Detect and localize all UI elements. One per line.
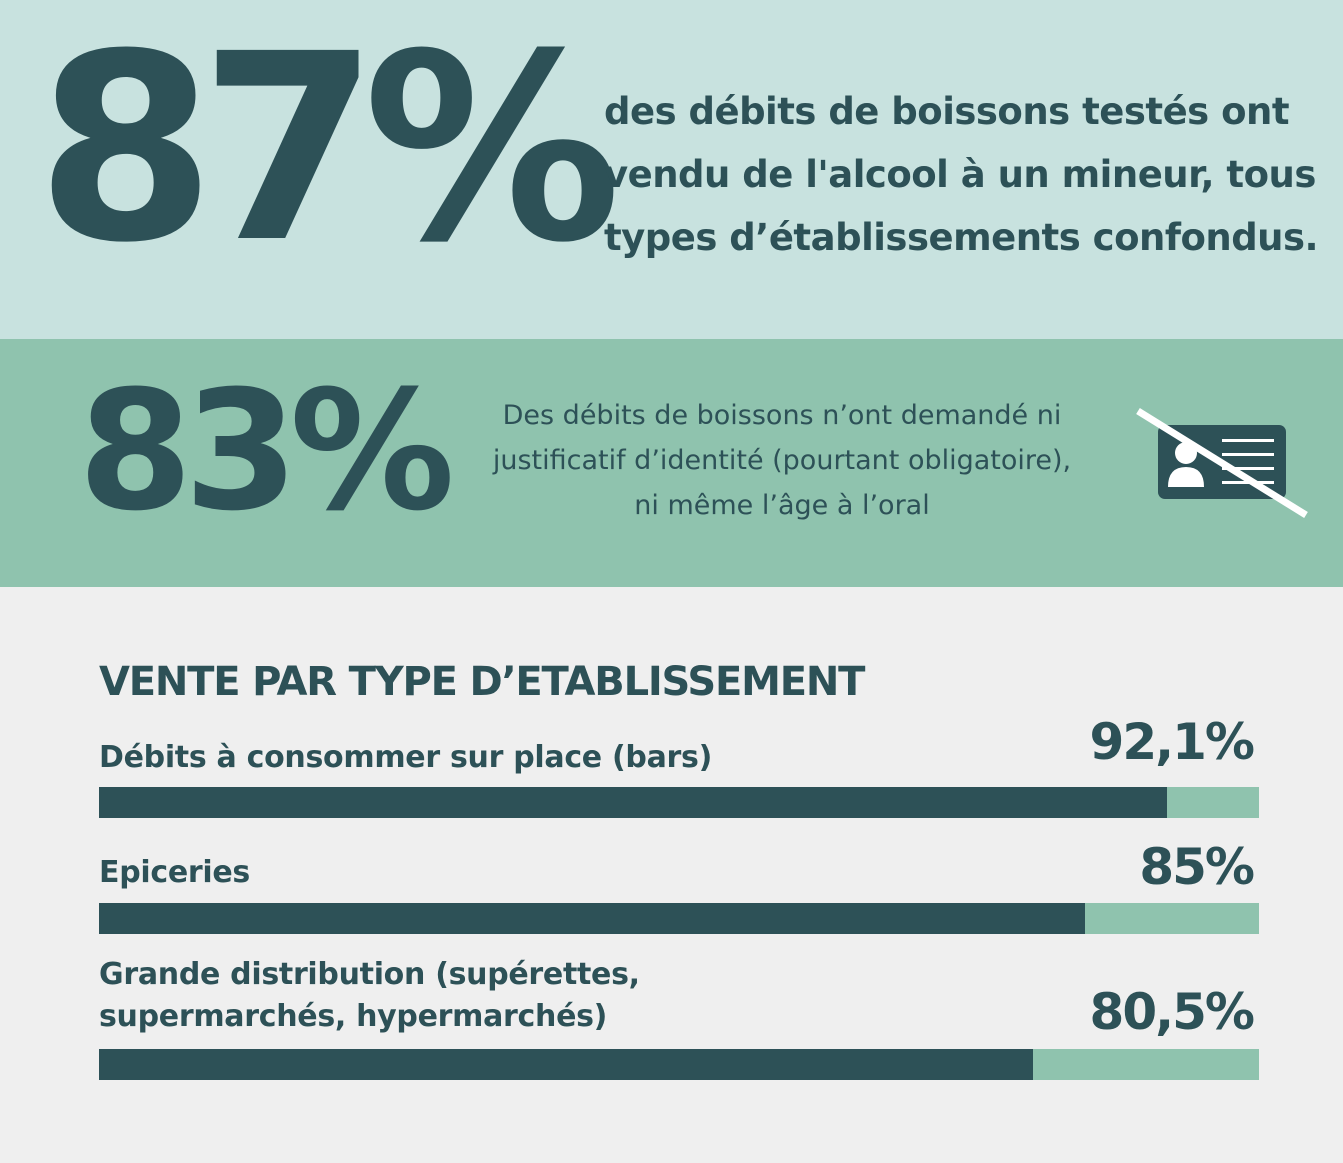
headline-text: des débits de boissons testés ont vendu …: [604, 90, 1319, 259]
chart-title: VENTE PAR TYPE D’ETABLISSEMENT: [99, 659, 865, 705]
bar-category-label: Epiceries: [99, 855, 250, 890]
bar-value-label: 85%: [1139, 838, 1255, 896]
bar-track: [99, 903, 1259, 934]
headline-stat: 87%: [36, 0, 622, 299]
id-check-text-line: ni même l’âge à l’oral: [634, 490, 930, 521]
chart-panel: VENTE PAR TYPE D’ETABLISSEMENT Débits à …: [0, 587, 1343, 1163]
bar: [99, 787, 1167, 818]
id-check-text-line: justificatif d’identité (pourtant obliga…: [492, 445, 1072, 476]
id-check-text-line: Des débits de boissons n’ont demandé ni: [502, 400, 1062, 431]
bar: [99, 1049, 1033, 1080]
id-check-panel: 83% Des débits de boissons n’ont demandé…: [0, 339, 1343, 587]
bar-value-label: 92,1%: [1089, 713, 1255, 771]
id-check-stat: 83%: [78, 355, 455, 547]
crossed-out-id-card-icon: [1136, 408, 1308, 518]
bar: [99, 903, 1085, 934]
bar-track: [99, 787, 1259, 818]
id-check-text: Des débits de boissons n’ont demandé ni …: [462, 393, 1102, 528]
bar-value-label: 80,5%: [1089, 983, 1255, 1041]
bar-category-label: Grande distribution (supérettes, superma…: [99, 957, 640, 1034]
bar-category-label: Débits à consommer sur place (bars): [99, 740, 712, 775]
top-panel: 87% des débits de boissons testés ont ve…: [0, 0, 1343, 339]
bar-track: [99, 1049, 1259, 1080]
